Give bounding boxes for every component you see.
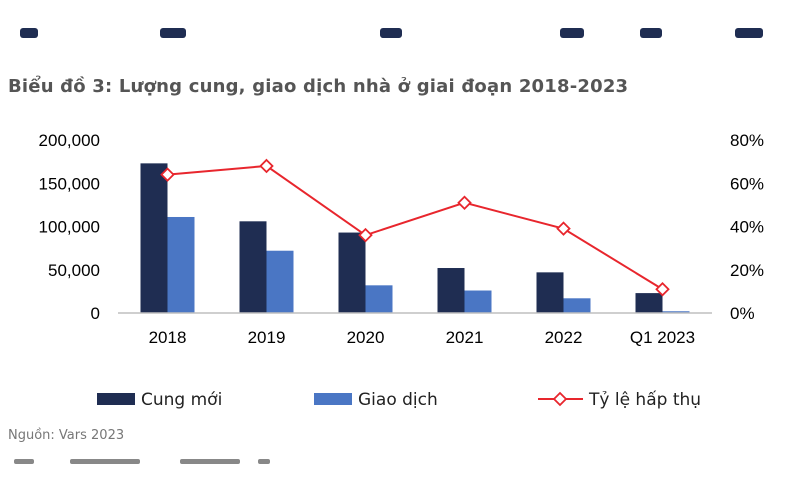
bar-cung-moi: [437, 268, 465, 313]
bar-giao-dich: [464, 290, 492, 313]
x-tick-label: Q1 2023: [630, 328, 695, 347]
y-left-tick-label: 150,000: [39, 174, 100, 193]
chart-title: Biểu đồ 3: Lượng cung, giao dịch nhà ở g…: [8, 76, 629, 97]
legend-label-ty-le-hap-thu: Tỷ lệ hấp thụ: [588, 389, 701, 410]
legend-swatch-cung-moi: [97, 393, 135, 405]
y-right-tick-label: 0%: [730, 304, 755, 323]
bar-giao-dich: [662, 311, 690, 313]
legend-label-cung-moi: Cung mới: [141, 390, 222, 410]
bar-cung-moi: [239, 221, 267, 313]
cropped-heading-fragment: [0, 0, 800, 50]
point-ty-le-hap-thu: [358, 227, 373, 243]
x-tick-label: 2019: [248, 328, 286, 347]
cropped-text-fragment: [0, 455, 800, 465]
x-tick-label: 2021: [446, 328, 484, 347]
x-tick-label: 2020: [347, 328, 385, 347]
bar-giao-dich: [365, 285, 393, 313]
x-tick-label: 2022: [545, 328, 583, 347]
y-left-tick-label: 0: [91, 304, 100, 323]
y-left-tick-label: 200,000: [39, 131, 100, 150]
legend-swatch-giao-dich: [314, 393, 352, 405]
bar-giao-dich: [266, 250, 294, 313]
y-right-tick-label: 80%: [730, 131, 764, 150]
y-right-tick-label: 60%: [730, 174, 764, 193]
point-ty-le-hap-thu: [160, 167, 175, 182]
bar-giao-dich: [167, 216, 195, 313]
y-right-tick-label: 40%: [730, 218, 764, 237]
x-tick-label: 2018: [149, 328, 187, 347]
legend-label-giao-dich: Giao dịch: [358, 390, 438, 410]
y-left-tick-label: 50,000: [48, 261, 100, 280]
y-right-tick-label: 20%: [730, 261, 764, 280]
bar-cung-moi: [140, 163, 168, 313]
bar-cung-moi: [338, 232, 366, 313]
source-note: Nguồn: Vars 2023: [8, 428, 125, 443]
point-ty-le-hap-thu: [655, 281, 670, 297]
bar-giao-dich: [563, 298, 591, 313]
line-ty-le-hap-thu: [167, 164, 664, 291]
legend-marker-ty-le-hap-thu: [552, 391, 568, 407]
bar-cung-moi: [635, 293, 663, 313]
point-ty-le-hap-thu: [259, 158, 274, 174]
point-ty-le-hap-thu: [457, 195, 472, 210]
y-left-tick-label: 100,000: [39, 218, 100, 237]
point-ty-le-hap-thu: [556, 221, 571, 236]
bar-cung-moi: [536, 272, 564, 313]
